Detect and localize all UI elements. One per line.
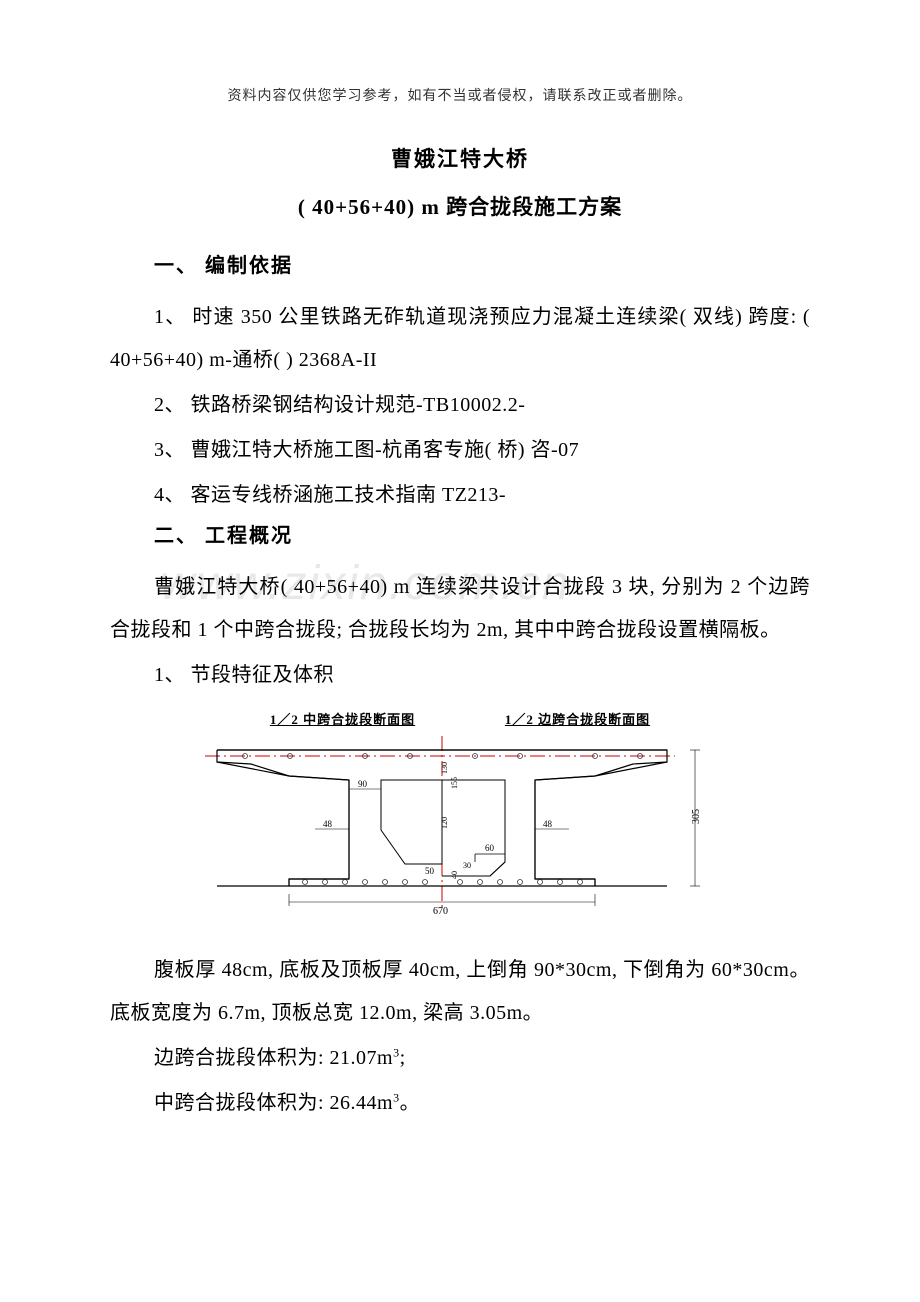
cross-section-diagram: 90 48 48 50 60 30 [195, 734, 725, 924]
diagram-container: 1／2 中跨合拢段断面图 1／2 边跨合拢段断面图 [110, 709, 810, 929]
header-note: 资料内容仅供您学习参考，如有不当或者侵权，请联系改正或者删除。 [110, 85, 810, 105]
diagram-title-right: 1／2 边跨合拢段断面图 [505, 709, 650, 728]
svg-text:50: 50 [425, 866, 435, 876]
section-2-body-1: 腹板厚 48cm, 底板及顶板厚 40cm, 上倒角 90*30cm, 下倒角为… [110, 949, 810, 1035]
svg-text:60: 60 [485, 843, 495, 853]
svg-text:305: 305 [691, 809, 702, 824]
section-1-item-4: 4、 客运专线桥涵施工技术指南 TZ213- [110, 474, 810, 517]
section-2-item-1: 1、 节段特征及体积 [110, 654, 810, 697]
section-2-body-2: 边跨合拢段体积为: 21.07m3; [110, 1037, 810, 1080]
section-1-item-2: 2、 铁路桥梁钢结构设计规范-TB10002.2- [110, 384, 810, 427]
svg-text:90: 90 [358, 779, 368, 789]
subtitle: ( 40+56+40) m 跨合拢段施工方案 [110, 191, 810, 221]
svg-text:48: 48 [323, 819, 333, 829]
section-1-heading: 一、 编制依据 [110, 249, 810, 278]
section-2-body-3: 中跨合拢段体积为: 26.44m3。 [110, 1082, 810, 1125]
section-2-intro: 曹娥江特大桥( 40+56+40) m 连续梁共设计合拢段 3 块, 分别为 2… [110, 566, 810, 652]
main-title: 曹娥江特大桥 [110, 143, 810, 173]
svg-text:30: 30 [463, 861, 471, 870]
section-1-item-3: 3、 曹娥江特大桥施工图-杭甬客专施( 桥) 咨-07 [110, 429, 810, 472]
svg-text:670: 670 [433, 906, 448, 917]
section-1-item-1: 1、 时速 350 公里铁路无砟轨道现浇预应力混凝土连续梁( 双线) 跨度: (… [110, 296, 810, 382]
svg-text:120: 120 [440, 817, 449, 829]
svg-text:48: 48 [543, 819, 553, 829]
svg-text:130: 130 [440, 762, 449, 774]
section-2-heading: 二、 工程概况 [110, 519, 810, 548]
diagram-title-left: 1／2 中跨合拢段断面图 [270, 709, 415, 728]
document-content: 资料内容仅供您学习参考，如有不当或者侵权，请联系改正或者删除。 曹娥江特大桥 (… [110, 85, 810, 1125]
svg-text:40: 40 [450, 871, 459, 879]
svg-text:155: 155 [450, 777, 459, 789]
